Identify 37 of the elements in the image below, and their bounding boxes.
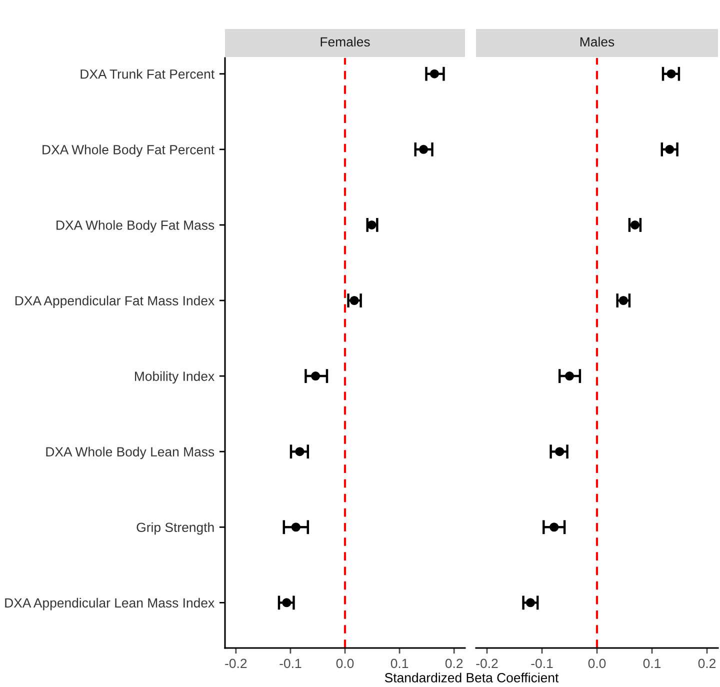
- x-tick-label: -0.1: [280, 658, 302, 668]
- x-tick-label: -0.1: [531, 658, 553, 668]
- point: [419, 144, 428, 154]
- point: [350, 296, 359, 306]
- x-tick-label: 0.0: [336, 658, 354, 668]
- point: [430, 69, 439, 78]
- point: [550, 522, 559, 532]
- point: [282, 598, 292, 608]
- point: [526, 598, 535, 608]
- x-tick-label: 0.1: [390, 658, 408, 668]
- x-tick-label: -0.2: [225, 658, 247, 668]
- point: [291, 522, 300, 532]
- x-axis-title: Standardized Beta Coefficient: [384, 672, 559, 682]
- y-tick-label: DXA Appendicular Fat Mass Index: [15, 296, 214, 308]
- x-tick-label: 0.1: [643, 658, 661, 668]
- point: [564, 372, 574, 381]
- chart-title: Males: [580, 36, 614, 47]
- x-tick-label: 0.2: [698, 658, 716, 668]
- point: [555, 447, 564, 456]
- point: [666, 69, 676, 78]
- y-tick-label: DXA Whole Body Fat Percent: [42, 144, 214, 157]
- y-tick-label: DXA Whole Body Fat Mass: [56, 220, 214, 232]
- point: [311, 372, 320, 381]
- y-tick-label: DXA Whole Body Lean Mass: [46, 446, 214, 460]
- point: [630, 220, 640, 230]
- point: [665, 144, 674, 154]
- y-tick-label: Grip Strength: [136, 522, 214, 535]
- point: [618, 296, 628, 306]
- x-tick-label: -0.2: [476, 658, 498, 668]
- x-tick-label: 0.2: [445, 658, 463, 668]
- y-tick-label: DXA Trunk Fat Percent: [80, 69, 214, 79]
- x-tick-label: 0.0: [588, 658, 606, 668]
- y-tick-label: DXA Appendicular Lean Mass Index: [5, 598, 214, 610]
- point: [367, 220, 376, 230]
- point: [295, 447, 304, 456]
- y-tick-label: Mobility Index: [135, 371, 214, 384]
- chart-title: Females: [320, 36, 370, 47]
